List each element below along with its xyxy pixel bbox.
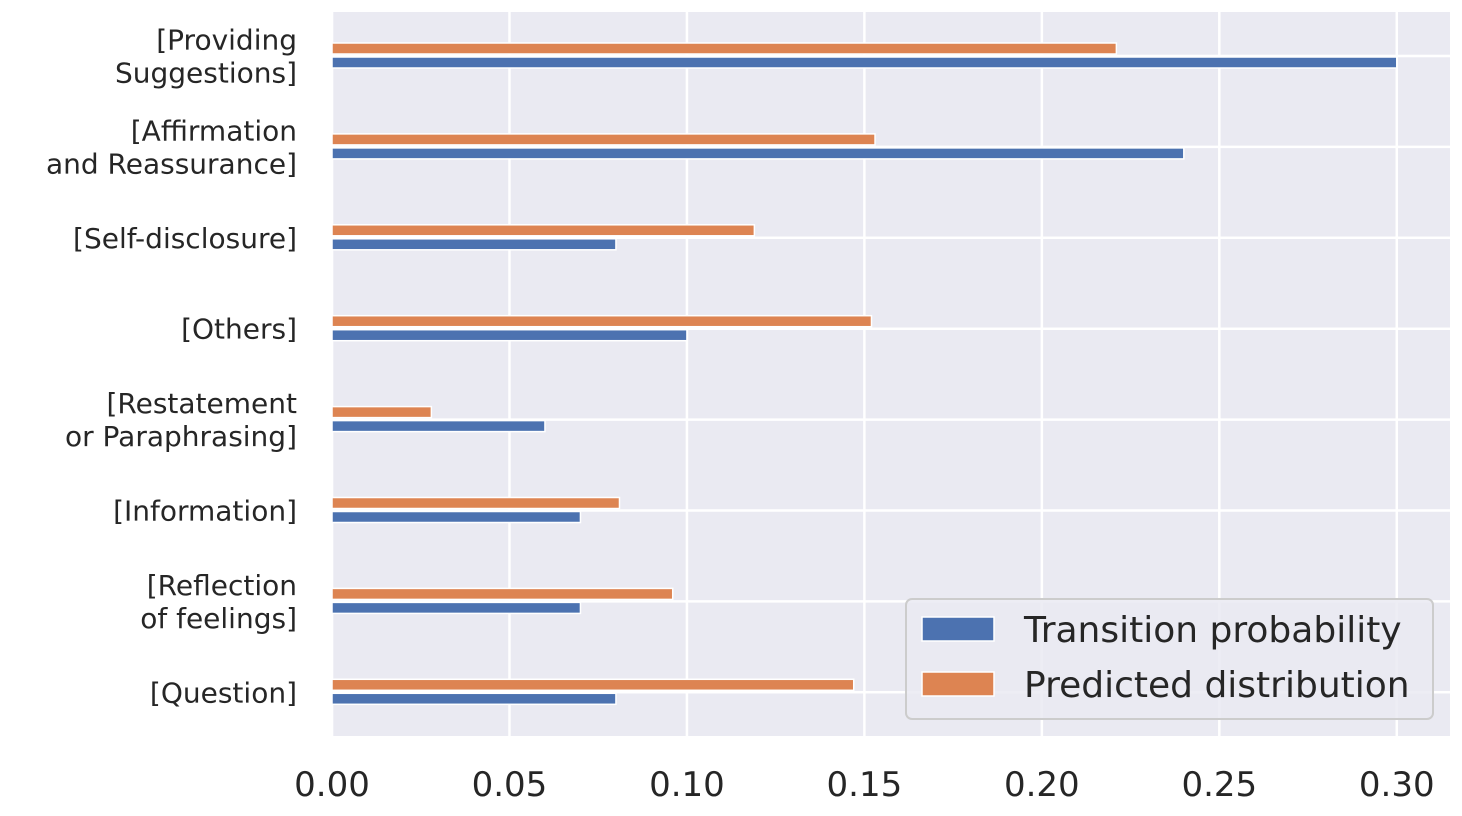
x-tick-label: 0.10 bbox=[649, 765, 725, 805]
x-tick-label: 0.30 bbox=[1359, 765, 1435, 805]
legend: Transition probability Predicted distribu… bbox=[905, 598, 1434, 720]
bar-transition-probability bbox=[331, 419, 546, 433]
bar-predicted-distribution bbox=[331, 224, 756, 237]
category-label: [Information] bbox=[113, 495, 297, 528]
grid-lines bbox=[330, 12, 1450, 736]
legend-swatch bbox=[921, 671, 995, 697]
x-tick-label: 0.00 bbox=[294, 765, 370, 805]
category-label: [Question] bbox=[150, 676, 297, 709]
bars bbox=[331, 42, 1398, 706]
bar-transition-probability bbox=[331, 601, 582, 615]
bar-transition-probability bbox=[331, 510, 582, 524]
x-tick-labels: 0.00 0.05 0.10 0.15 0.20 0.25 0.30 bbox=[294, 765, 1434, 805]
bar-predicted-distribution bbox=[331, 496, 621, 510]
category-label: or Paraphrasing] bbox=[65, 420, 297, 453]
bar-predicted-distribution bbox=[331, 587, 674, 601]
x-tick-label: 0.25 bbox=[1181, 765, 1257, 805]
x-tick-label: 0.20 bbox=[1004, 765, 1080, 805]
bar-predicted-distribution bbox=[331, 678, 855, 692]
legend-box bbox=[905, 598, 1434, 720]
x-tick-label: 0.05 bbox=[472, 765, 548, 805]
category-label: [Self-disclosure] bbox=[73, 222, 297, 255]
category-label: [Restatement bbox=[106, 387, 297, 420]
category-label: [Reflection bbox=[147, 569, 297, 602]
legend-swatch bbox=[921, 616, 995, 642]
legend-label: Transition probability bbox=[1023, 610, 1402, 651]
legend-label: Predicted distribution bbox=[1024, 665, 1410, 706]
bar-predicted-distribution bbox=[331, 133, 876, 146]
bar-predicted-distribution bbox=[331, 42, 1118, 55]
bar-transition-probability bbox=[331, 328, 688, 342]
category-label: [Others] bbox=[181, 313, 297, 346]
x-tick-label: 0.15 bbox=[827, 765, 903, 805]
category-label: and Reassurance] bbox=[46, 147, 297, 180]
category-label: [Providing bbox=[156, 24, 297, 57]
bar-transition-probability bbox=[331, 692, 617, 706]
bar-transition-probability bbox=[331, 147, 1185, 160]
bar-predicted-distribution bbox=[331, 405, 433, 419]
category-label: of feelings] bbox=[140, 602, 297, 635]
category-label: [Affirmation bbox=[131, 114, 297, 147]
category-label: Suggestions] bbox=[115, 57, 297, 90]
bar-predicted-distribution bbox=[331, 314, 873, 328]
bar-transition-probability bbox=[331, 56, 1398, 69]
bar-transition-probability bbox=[331, 238, 617, 251]
